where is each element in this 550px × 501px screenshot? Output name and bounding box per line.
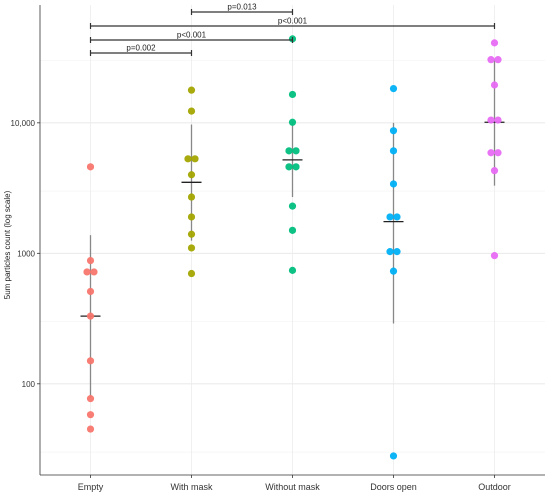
data-point — [389, 84, 398, 93]
data-point — [86, 287, 95, 296]
data-point — [187, 269, 196, 278]
data-point — [288, 266, 297, 274]
data-point — [288, 90, 297, 99]
y-tick-label: 100 — [22, 380, 36, 389]
data-point — [86, 357, 95, 365]
data-point — [187, 244, 196, 252]
data-point — [288, 118, 297, 126]
data-point — [292, 163, 300, 171]
data-point — [393, 248, 401, 256]
data-point — [187, 193, 196, 201]
data-point — [487, 149, 495, 157]
data-point — [393, 213, 401, 221]
data-point — [288, 226, 297, 234]
data-point — [86, 163, 95, 171]
data-point — [494, 116, 502, 124]
data-point — [90, 268, 98, 276]
p-value-label: p=0.013 — [227, 3, 257, 12]
y-tick-label: 10,000 — [11, 119, 36, 128]
data-point — [490, 167, 499, 175]
data-point — [285, 163, 293, 171]
x-tick-label: Doors open — [370, 482, 417, 492]
data-point — [490, 39, 499, 47]
data-point — [389, 127, 398, 135]
data-point — [389, 147, 398, 155]
axis-layer: 100 1000 10,000 Empty With mask Without mask D… — [11, 5, 545, 492]
data-point — [487, 116, 495, 124]
data-point — [487, 56, 495, 64]
data-point — [386, 213, 394, 221]
data-point — [187, 213, 196, 221]
data-point — [187, 171, 196, 179]
data-point — [187, 230, 196, 238]
bracket-layer: p=0.013 p<0.001 p<0.001 p=0.002 — [89, 3, 496, 56]
data-point — [86, 395, 95, 403]
x-tick-label: With mask — [170, 482, 213, 492]
data-point — [490, 252, 499, 260]
x-tick-label: Outdoor — [478, 482, 511, 492]
y-tick-label: 1000 — [17, 249, 35, 258]
x-tick-label: Without mask — [265, 482, 320, 492]
data-point — [86, 411, 95, 419]
data-point — [494, 149, 502, 157]
data-point — [389, 267, 398, 275]
data-point — [285, 147, 293, 155]
x-tick-label: Empty — [78, 482, 104, 492]
p-value-label: p<0.001 — [177, 31, 207, 40]
data-point — [187, 86, 196, 94]
data-point — [86, 256, 95, 265]
data-point — [86, 312, 95, 320]
data-point — [83, 268, 91, 276]
y-axis-title: 5um particles count (log scale) — [3, 190, 12, 299]
data-point — [86, 425, 95, 433]
data-point — [187, 107, 196, 115]
data-point — [494, 56, 502, 64]
p-value-label: p=0.002 — [126, 44, 156, 53]
data-point — [490, 81, 499, 89]
data-point — [386, 248, 394, 256]
data-point — [292, 147, 300, 155]
data-point — [389, 180, 398, 188]
point-layer — [83, 35, 502, 460]
data-point — [389, 452, 398, 460]
data-point — [191, 155, 199, 163]
data-point — [288, 202, 297, 210]
p-value-label: p<0.001 — [278, 17, 308, 26]
data-point — [184, 155, 192, 163]
